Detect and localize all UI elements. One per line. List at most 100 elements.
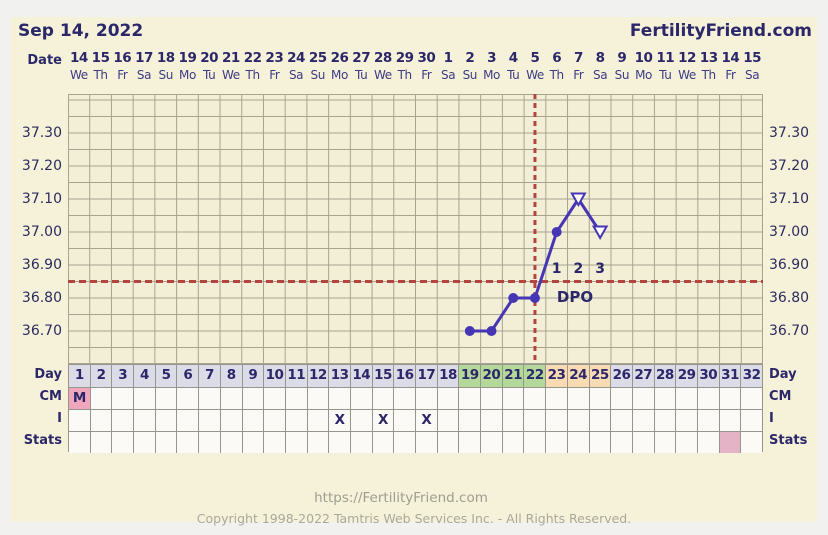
weekday-cell: Fr <box>269 68 280 82</box>
cm-cell <box>653 387 676 409</box>
date-header-row: 14 15 16 17 18 19 20 21 22 23 24 25 26 27 28 29 30 1 2 3 4 5 6… <box>68 50 763 67</box>
day-cell[interactable]: 2 <box>89 365 112 387</box>
cm-cell <box>436 387 459 409</box>
stats-cell <box>501 431 524 453</box>
date-header-cell: 17 <box>135 50 153 66</box>
cm-cell <box>219 387 242 409</box>
footer-copyright: Copyright 1998-2022 Tamtris Web Services… <box>196 511 632 526</box>
day-cell[interactable]: 17 <box>415 365 437 387</box>
intercourse-cell: X <box>371 409 394 431</box>
day-cell[interactable]: 22 <box>523 365 546 387</box>
day-cell[interactable]: 29 <box>675 365 697 387</box>
intercourse-cell <box>501 409 524 431</box>
intercourse-cell <box>588 409 611 431</box>
date-header-cell: 19 <box>178 50 197 66</box>
y-axis-label-left: 36.80 <box>21 290 62 306</box>
dpo-day-number: 1 <box>552 261 562 277</box>
day-row: 1 2 3 4 5 6 7 8 9 10 11 12 13 14 15 16 17 18 19 20 21 22 23 24 2… <box>69 365 762 387</box>
day-cell[interactable]: 13 <box>328 365 350 387</box>
y-axis-label-left: 37.00 <box>21 224 62 240</box>
stats-cell <box>740 431 762 453</box>
stats-cell <box>133 431 155 453</box>
intercourse-cell: X <box>415 409 437 431</box>
weekday-cell: Fr <box>421 68 432 82</box>
day-cell[interactable]: 6 <box>176 365 199 387</box>
cm-cell <box>393 387 415 409</box>
intercourse-cell: X <box>328 409 350 431</box>
day-cell[interactable]: 32 <box>740 365 762 387</box>
cm-cell <box>631 387 654 409</box>
stats-cell <box>653 431 676 453</box>
day-cell[interactable]: 15 <box>371 365 394 387</box>
day-cell[interactable]: 18 <box>436 365 459 387</box>
day-cell[interactable]: 30 <box>696 365 719 387</box>
day-cell[interactable]: 21 <box>501 365 524 387</box>
cm-cell <box>133 387 155 409</box>
date-header-cell: 7 <box>573 50 583 66</box>
day-cell[interactable]: 8 <box>219 365 242 387</box>
cm-cell <box>198 387 220 409</box>
day-cell[interactable]: 3 <box>111 365 134 387</box>
cm-cell <box>111 387 134 409</box>
weekday-cell: Th <box>245 68 261 82</box>
cm-cell: M <box>69 387 90 409</box>
cm-cell <box>501 387 524 409</box>
day-cell[interactable]: 11 <box>284 365 307 387</box>
intercourse-cell <box>263 409 285 431</box>
date-header-cell: 15 <box>743 50 762 66</box>
day-cell[interactable]: 10 <box>263 365 285 387</box>
day-cell[interactable]: 5 <box>154 365 177 387</box>
stats-cell <box>545 431 567 453</box>
day-cell[interactable]: 24 <box>566 365 589 387</box>
day-cell[interactable]: 31 <box>718 365 741 387</box>
footer-url-link[interactable]: https://FertilityFriend.com <box>314 490 488 506</box>
cm-cell <box>328 387 350 409</box>
day-cell[interactable]: 16 <box>393 365 415 387</box>
intercourse-cell <box>610 409 632 431</box>
day-cell[interactable]: 1 <box>69 365 90 387</box>
date-header-cell: 10 <box>634 50 653 66</box>
day-cell[interactable]: 19 <box>458 365 481 387</box>
day-cell[interactable]: 23 <box>545 365 567 387</box>
temp-point-dot <box>508 293 519 303</box>
weekday-cell: We <box>222 68 240 82</box>
stats-cell <box>111 431 134 453</box>
stats-cell <box>610 431 632 453</box>
weekday-cell: Sa <box>288 68 304 82</box>
date-header-cell: 15 <box>91 50 110 66</box>
day-cell[interactable]: 7 <box>198 365 220 387</box>
weekday-cell: We <box>678 68 696 82</box>
stats-cell <box>219 431 242 453</box>
weekday-cell: Mo <box>483 68 500 82</box>
date-header-cell: 29 <box>395 50 414 66</box>
stats-cell <box>458 431 481 453</box>
stats-cell <box>198 431 220 453</box>
day-cell[interactable]: 12 <box>306 365 329 387</box>
temp-point-dot <box>551 227 562 237</box>
dpo-day-number: 2 <box>574 261 584 277</box>
cm-cell <box>610 387 632 409</box>
intercourse-cell <box>696 409 719 431</box>
y-axis-label-left: 37.30 <box>21 125 62 141</box>
cm-row-label-left: CM <box>39 389 62 404</box>
intercourse-cell <box>458 409 481 431</box>
temp-point-dot <box>529 293 540 303</box>
weekday-cell: Tu <box>355 68 368 82</box>
temp-point-dot <box>486 326 497 336</box>
day-cell[interactable]: 14 <box>349 365 372 387</box>
day-cell[interactable]: 9 <box>241 365 264 387</box>
day-cell[interactable]: 26 <box>610 365 632 387</box>
cm-cell <box>588 387 611 409</box>
weekday-cell: Tu <box>203 68 216 82</box>
day-cell[interactable]: 20 <box>480 365 502 387</box>
day-cell[interactable]: 27 <box>631 365 654 387</box>
day-cell[interactable]: 25 <box>588 365 611 387</box>
intercourse-cell <box>89 409 112 431</box>
weekday-cell: Mo <box>179 68 196 82</box>
stats-cell <box>371 431 394 453</box>
day-cell[interactable]: 28 <box>653 365 676 387</box>
day-cell[interactable]: 4 <box>133 365 155 387</box>
date-header-cell: 1 <box>443 50 453 66</box>
